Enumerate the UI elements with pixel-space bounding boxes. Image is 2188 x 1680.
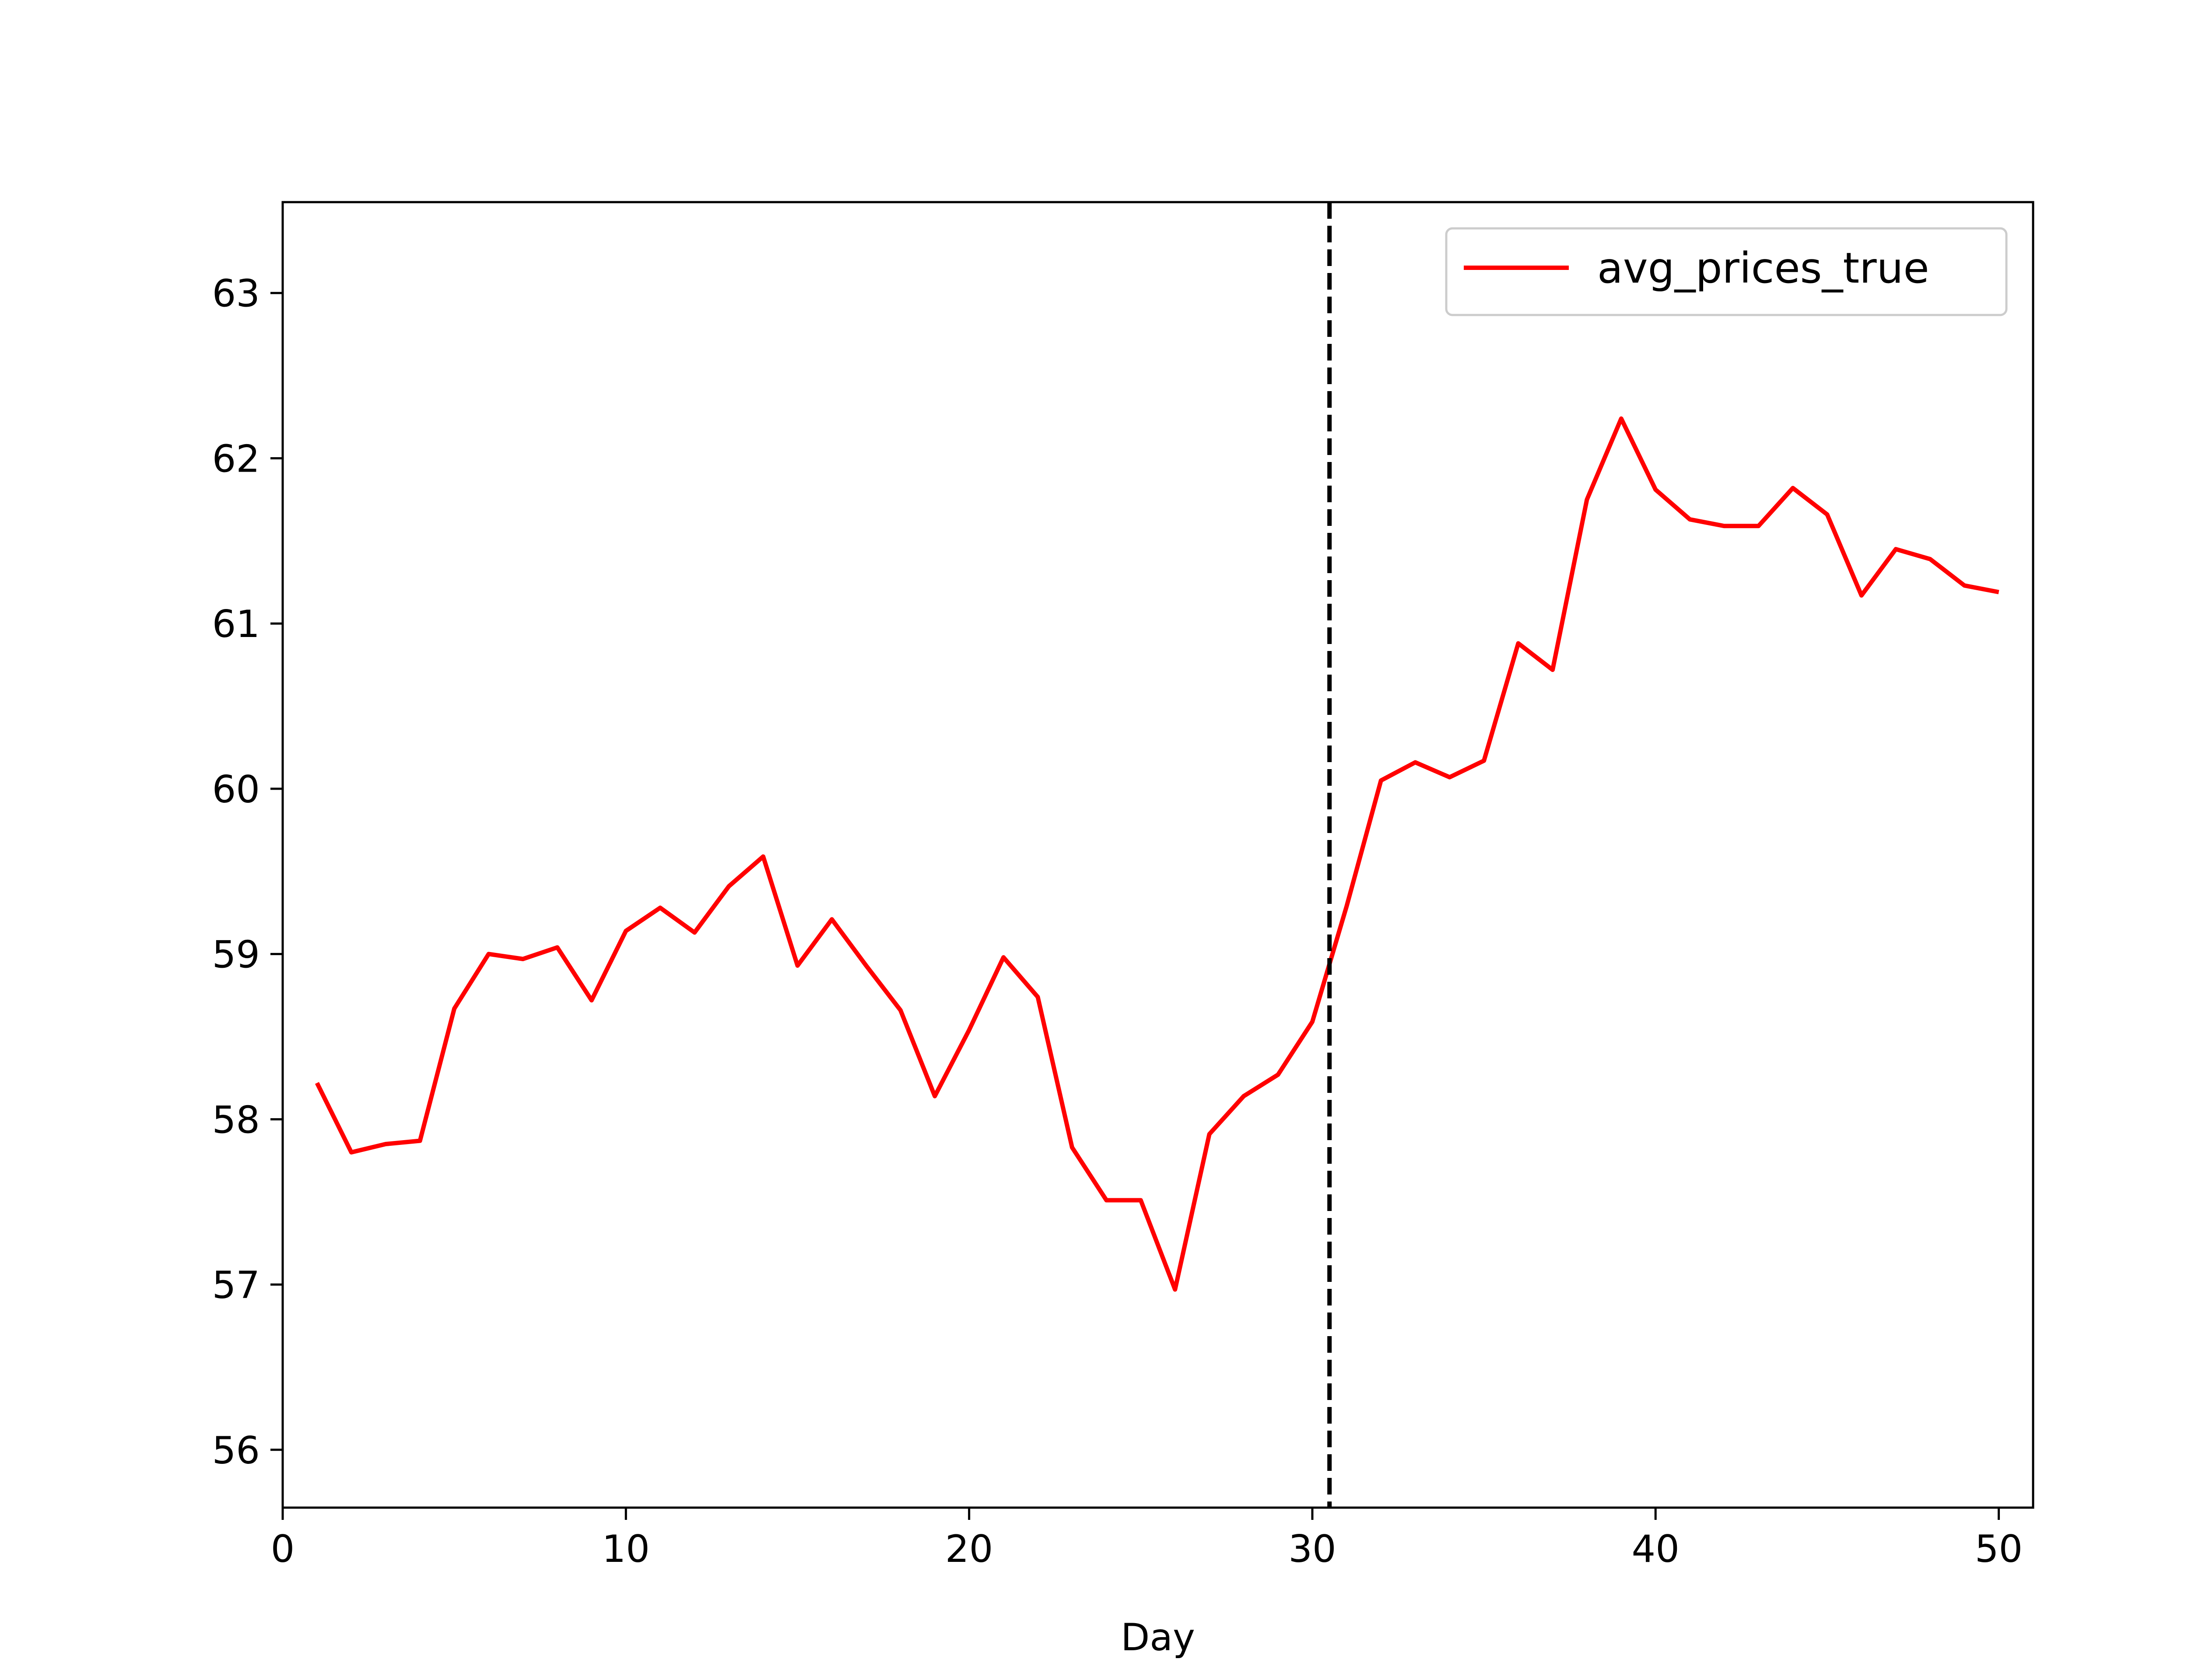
x-tick-label: 0 xyxy=(271,1527,295,1571)
y-tick-label: 62 xyxy=(212,437,260,481)
x-tick-label: 40 xyxy=(1632,1527,1680,1571)
y-tick-label: 61 xyxy=(212,602,260,646)
plot-area: 0 10 20 30 40 50 56 57 58 59 60 61 62 63 xyxy=(212,201,2034,1571)
y-tick-label: 57 xyxy=(212,1264,260,1307)
x-tick-label: 30 xyxy=(1288,1527,1336,1571)
y-tick-label: 58 xyxy=(212,1098,260,1142)
y-tick-label: 60 xyxy=(212,768,260,812)
y-tick-label: 59 xyxy=(212,933,260,977)
x-axis-label: Day xyxy=(1121,1616,1195,1659)
x-tick-label: 20 xyxy=(945,1527,993,1571)
axes-frame xyxy=(281,201,2034,1509)
legend: avg_prices_true xyxy=(1445,227,2008,316)
x-tick-label: 50 xyxy=(1975,1527,2023,1571)
series-line-0 xyxy=(315,416,1999,1292)
y-tick-label: 63 xyxy=(212,272,260,316)
legend-box xyxy=(1445,227,2008,316)
x-tick-label: 10 xyxy=(602,1527,650,1571)
y-tick-label: 56 xyxy=(212,1429,260,1473)
legend-label: avg_prices_true xyxy=(1597,244,1929,293)
